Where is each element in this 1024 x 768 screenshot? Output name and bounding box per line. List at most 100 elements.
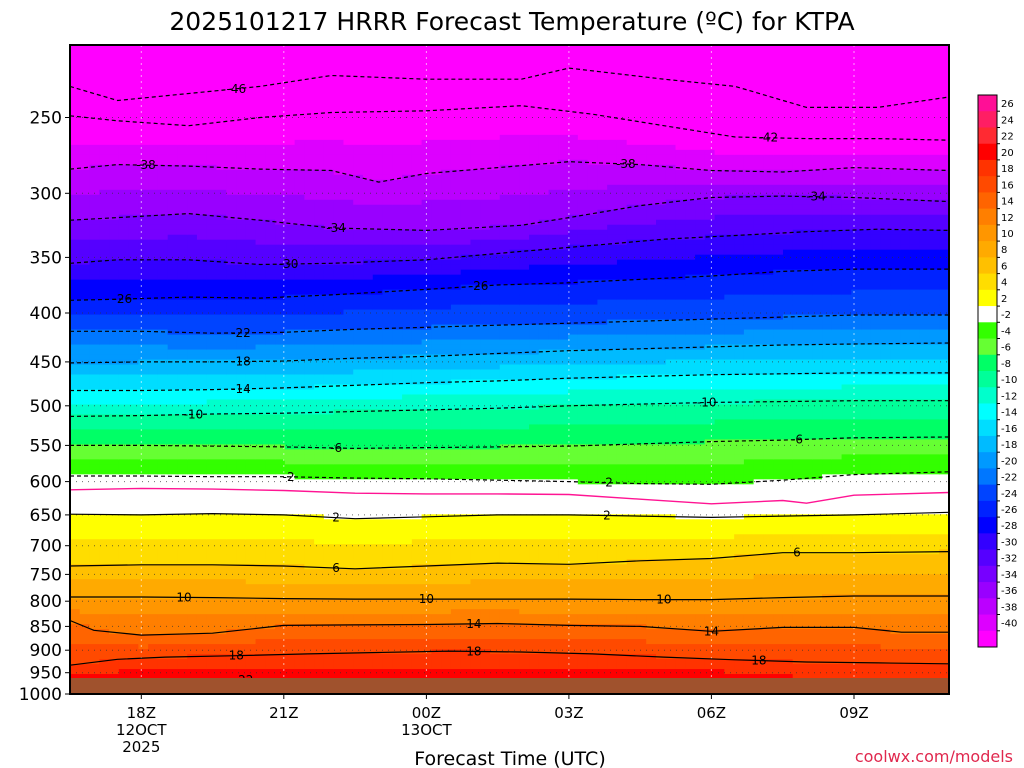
fill-cell (226, 320, 236, 326)
fill-cell (177, 275, 187, 281)
fill-cell (314, 484, 324, 490)
fill-cell (392, 389, 402, 395)
fill-cell (217, 225, 227, 231)
fill-cell (353, 60, 363, 66)
fill-cell (99, 195, 109, 201)
fill-cell (383, 340, 393, 346)
fill-cell (138, 305, 148, 311)
fill-cell (70, 210, 80, 216)
fill-cell (119, 544, 129, 550)
fill-cell (324, 270, 334, 276)
fill-cell (168, 220, 178, 226)
fill-cell (207, 300, 217, 306)
fill-cell (324, 240, 334, 246)
fill-cell (295, 200, 305, 206)
fill-cell (295, 629, 305, 635)
fill-cell (168, 454, 178, 460)
fill-cell (373, 569, 383, 575)
fill-cell (295, 160, 305, 166)
fill-cell (138, 554, 148, 560)
fill-cell (99, 549, 109, 555)
fill-cell (138, 544, 148, 550)
fill-cell (265, 604, 275, 610)
fill-cell (373, 140, 383, 146)
fill-cell (90, 524, 100, 530)
fill-cell (353, 290, 363, 296)
fill-cell (148, 65, 158, 71)
fill-cell (334, 335, 344, 341)
fill-cell (158, 584, 168, 590)
fill-cell (265, 519, 275, 525)
fill-cell (343, 504, 353, 510)
fill-cell (99, 240, 109, 246)
fill-cell (138, 599, 148, 605)
fill-cell (207, 539, 217, 545)
fill-cell (353, 195, 363, 201)
fill-cell (412, 90, 422, 96)
fill-cell (295, 170, 305, 176)
fill-cell (99, 355, 109, 361)
fill-cell (217, 75, 227, 81)
fill-cell (158, 459, 168, 465)
fill-cell (187, 215, 197, 221)
fill-cell (402, 509, 412, 515)
fill-cell (119, 150, 129, 156)
fill-cell (70, 225, 80, 231)
fill-cell (431, 609, 441, 615)
fill-cell (402, 619, 412, 625)
fill-cell (412, 140, 422, 146)
fill-cell (334, 370, 344, 376)
fill-cell (334, 315, 344, 321)
fill-cell (138, 100, 148, 106)
fill-cell (373, 65, 383, 71)
fill-cell (304, 150, 314, 156)
fill-cell (168, 235, 178, 241)
fill-cell (177, 190, 187, 196)
fill-cell (373, 95, 383, 101)
fill-cell (412, 100, 422, 106)
fill-cell (109, 384, 119, 390)
fill-cell (324, 384, 334, 390)
fill-cell (207, 230, 217, 236)
fill-cell (80, 474, 90, 480)
fill-cell (236, 459, 246, 465)
fill-cell (197, 145, 207, 151)
fill-cell (70, 514, 80, 520)
fill-cell (363, 140, 373, 146)
fill-cell (226, 55, 236, 61)
fill-cell (314, 619, 324, 625)
fill-cell (363, 105, 373, 111)
fill-cell (119, 434, 129, 440)
fill-cell (343, 320, 353, 326)
fill-cell (148, 100, 158, 106)
fill-cell (187, 315, 197, 321)
fill-cell (90, 80, 100, 86)
fill-cell (99, 75, 109, 81)
fill-cell (148, 584, 158, 590)
fill-cell (353, 614, 363, 620)
fill-cell (187, 454, 197, 460)
fill-cell (363, 394, 373, 400)
fill-cell (383, 399, 393, 405)
fill-cell (392, 270, 402, 276)
fill-cell (324, 305, 334, 311)
fill-cell (187, 145, 197, 151)
fill-cell (412, 280, 422, 286)
fill-cell (363, 574, 373, 580)
fill-cell (207, 345, 217, 351)
fill-cell (90, 439, 100, 445)
fill-cell (236, 235, 246, 241)
fill-cell (236, 404, 246, 410)
fill-cell (256, 549, 266, 555)
fill-cell (109, 404, 119, 410)
fill-cell (207, 389, 217, 395)
fill-cell (177, 634, 187, 640)
fill-cell (256, 135, 266, 141)
fill-cell (197, 55, 207, 61)
fill-cell (363, 404, 373, 410)
fill-cell (392, 659, 402, 665)
fill-cell (148, 539, 158, 545)
fill-cell (226, 75, 236, 81)
fill-cell (236, 594, 246, 600)
fill-cell (226, 65, 236, 71)
